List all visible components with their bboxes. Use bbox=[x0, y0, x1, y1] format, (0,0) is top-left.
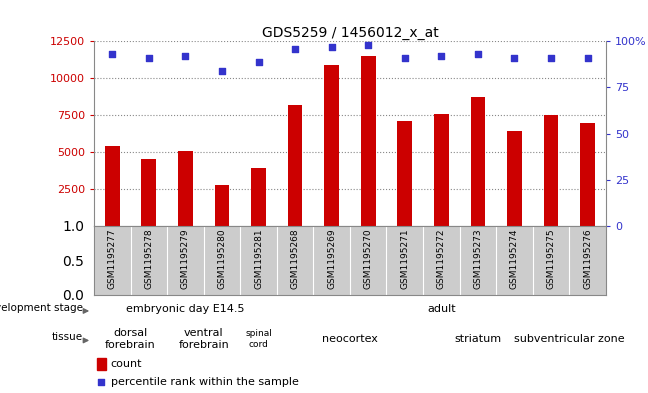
Text: GSM1195280: GSM1195280 bbox=[218, 228, 226, 289]
Text: GSM1195275: GSM1195275 bbox=[546, 228, 555, 289]
Bar bbox=[470, 97, 485, 226]
Bar bbox=[141, 160, 156, 226]
Point bbox=[509, 55, 520, 61]
Point bbox=[253, 59, 264, 65]
Point bbox=[180, 53, 191, 59]
Point bbox=[304, 303, 314, 309]
Point bbox=[472, 51, 483, 57]
Text: embryonic day E14.5: embryonic day E14.5 bbox=[126, 305, 245, 314]
Bar bbox=[288, 105, 303, 226]
Bar bbox=[97, 358, 106, 370]
Point bbox=[144, 55, 154, 61]
Title: GDS5259 / 1456012_x_at: GDS5259 / 1456012_x_at bbox=[262, 26, 438, 40]
Text: GSM1195277: GSM1195277 bbox=[108, 228, 117, 289]
Point bbox=[327, 44, 337, 50]
Text: ventral
forebrain: ventral forebrain bbox=[178, 328, 229, 350]
Point bbox=[290, 46, 300, 52]
Bar bbox=[251, 168, 266, 226]
Text: GSM1195272: GSM1195272 bbox=[437, 228, 446, 288]
Bar bbox=[361, 56, 375, 226]
Point bbox=[107, 51, 117, 57]
Text: GSM1195273: GSM1195273 bbox=[474, 228, 482, 289]
Text: GSM1195269: GSM1195269 bbox=[327, 228, 336, 289]
Bar bbox=[507, 131, 522, 226]
Bar bbox=[178, 151, 192, 226]
Text: GSM1195279: GSM1195279 bbox=[181, 228, 190, 289]
Point bbox=[400, 55, 410, 61]
Text: dorsal
forebrain: dorsal forebrain bbox=[105, 328, 156, 350]
Text: GSM1195281: GSM1195281 bbox=[254, 228, 263, 289]
Bar bbox=[397, 121, 412, 226]
Text: GSM1195270: GSM1195270 bbox=[364, 228, 373, 289]
Text: development stage: development stage bbox=[0, 303, 83, 313]
Text: GSM1195268: GSM1195268 bbox=[290, 228, 299, 289]
Text: tissue: tissue bbox=[52, 332, 83, 342]
Point bbox=[546, 55, 556, 61]
Text: neocortex: neocortex bbox=[322, 334, 378, 344]
Text: adult: adult bbox=[427, 305, 456, 314]
Text: spinal
cord: spinal cord bbox=[245, 329, 272, 349]
Text: subventricular zone: subventricular zone bbox=[514, 334, 625, 344]
Text: count: count bbox=[111, 359, 143, 369]
Point bbox=[216, 68, 227, 74]
Text: striatum: striatum bbox=[454, 334, 502, 344]
Point bbox=[363, 42, 373, 48]
Text: GSM1195274: GSM1195274 bbox=[510, 228, 519, 288]
Bar bbox=[105, 146, 119, 226]
Bar bbox=[214, 185, 229, 226]
Text: GSM1195271: GSM1195271 bbox=[400, 228, 410, 289]
Point bbox=[583, 55, 593, 61]
Bar bbox=[544, 115, 559, 226]
Point bbox=[436, 53, 446, 59]
Text: percentile rank within the sample: percentile rank within the sample bbox=[111, 377, 299, 387]
Bar bbox=[434, 114, 448, 226]
Bar bbox=[324, 65, 339, 226]
Bar bbox=[581, 123, 595, 226]
Text: GSM1195278: GSM1195278 bbox=[145, 228, 154, 289]
Text: GSM1195276: GSM1195276 bbox=[583, 228, 592, 289]
